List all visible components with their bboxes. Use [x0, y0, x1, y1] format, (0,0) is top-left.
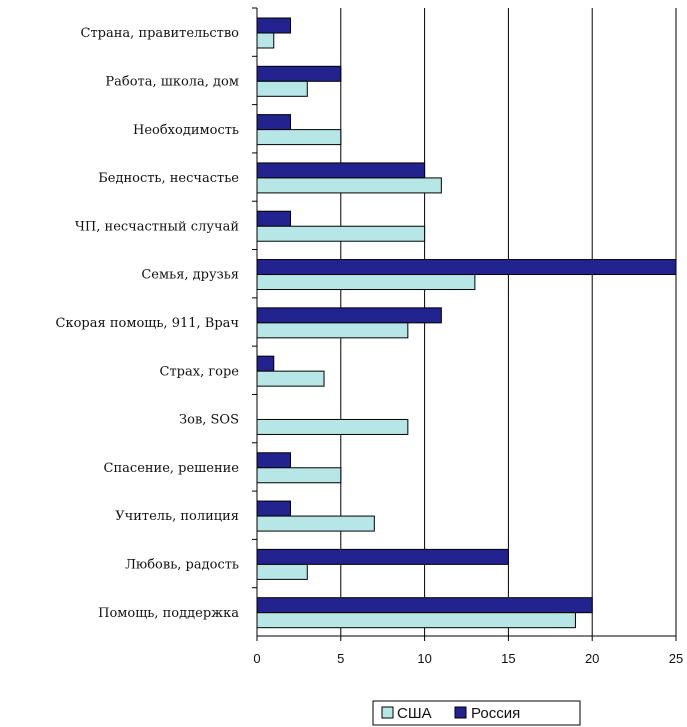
- bar-usa: [256, 80, 308, 97]
- category-labels: Страна, правительство Работа, школа, дом Н…: [56, 26, 240, 621]
- bar-usa: [256, 225, 426, 242]
- bar-russia: [256, 307, 442, 324]
- axes: [252, 7, 677, 641]
- bar-usa: [256, 274, 476, 291]
- category-label: Спасение, решение: [104, 461, 240, 476]
- x-tick-label: 20: [585, 651, 599, 666]
- legend-swatch-usa: [381, 706, 394, 719]
- bar-usa: [256, 32, 275, 49]
- bar-russia: [256, 259, 677, 276]
- bar-usa: [256, 515, 375, 532]
- bar-usa: [256, 563, 308, 580]
- legend: США Россия: [372, 700, 581, 726]
- bar-russia: [256, 355, 275, 372]
- x-tick-label: 25: [669, 651, 683, 666]
- x-tick-label: 5: [337, 651, 344, 666]
- bar-russia: [256, 162, 426, 179]
- bar-russia: [256, 210, 292, 227]
- bar-usa: [256, 177, 442, 194]
- bar-russia: [256, 114, 292, 131]
- bar-russia: [256, 65, 342, 82]
- bar-usa: [256, 370, 325, 387]
- bar-russia: [256, 500, 292, 517]
- category-label: Любовь, радость: [125, 558, 239, 573]
- bar-usa: [256, 612, 576, 629]
- category-label: Учитель, полиция: [115, 509, 239, 524]
- category-label: Помощь, поддержка: [98, 606, 239, 621]
- category-label: Семья, друзья: [141, 268, 239, 283]
- category-label: Скорая помощь, 911, Врач: [56, 316, 239, 331]
- legend-swatch-russia: [454, 706, 467, 719]
- x-tick-labels: 0 5 10 15 20 25: [253, 651, 683, 666]
- bar-russia: [256, 597, 593, 614]
- category-label: Бедность, несчастье: [98, 171, 239, 186]
- bar-usa: [256, 467, 342, 484]
- legend-label-russia: Россия: [471, 705, 520, 722]
- bar-usa: [256, 322, 409, 339]
- bar-russia: [256, 452, 292, 469]
- category-label: Необходимость: [133, 123, 239, 138]
- category-label: Страна, правительство: [81, 26, 240, 41]
- bar-russia: [256, 17, 292, 34]
- category-label: Зов, SOS: [179, 413, 239, 428]
- x-tick-label: 15: [501, 651, 515, 666]
- bar-russia: [256, 548, 509, 565]
- bar-usa: [256, 418, 409, 435]
- x-tick-label: 10: [417, 651, 431, 666]
- category-label: Работа, школа, дом: [105, 74, 239, 89]
- x-tick-label: 0: [253, 651, 260, 666]
- bar-usa: [256, 129, 342, 146]
- bars: [256, 17, 677, 629]
- legend-box: [372, 700, 581, 726]
- legend-label-usa: США: [397, 705, 432, 722]
- category-label: ЧП, несчастный случай: [75, 219, 239, 234]
- category-label: Страх, горе: [160, 364, 240, 379]
